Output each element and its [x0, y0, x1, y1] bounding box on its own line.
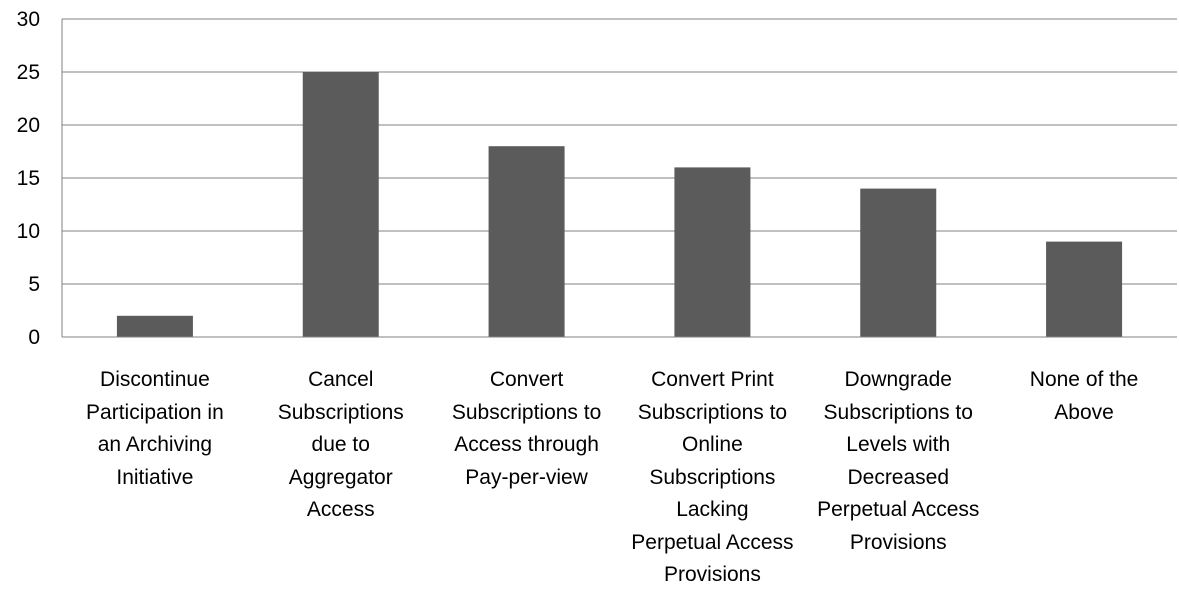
x-tick-label-line: Aggregator [288, 465, 393, 489]
x-tick-label-line: Subscriptions [277, 400, 404, 424]
y-tick-label: 0 [28, 326, 40, 349]
bar [674, 167, 751, 337]
x-tick-label-line: Subscriptions to [637, 400, 788, 424]
x-tick-label: Discontinue Participation in an Archiving I… [63, 364, 247, 494]
x-tick-label-line: Subscriptions to [451, 400, 602, 424]
x-tick-label-line: Access [306, 498, 375, 521]
axes [61, 19, 1177, 338]
x-tick-label-line: Downgrade [844, 368, 952, 391]
x-tick-label-line: Access through [454, 433, 599, 456]
x-tick-label-line: Subscriptions [649, 465, 776, 489]
x-tick-label-line: Discontinue [100, 368, 210, 391]
y-tick-label: 10 [17, 220, 40, 243]
x-tick-label: Downgrade Subscriptions to Levels with Decr… [806, 364, 990, 559]
x-tick-label-line: Levels with [846, 433, 951, 456]
y-tick-label: 5 [28, 273, 40, 296]
x-tick-label-line: Cancel [308, 368, 374, 391]
x-tick-label: None of the Above [992, 364, 1176, 429]
x-tick-label-line: Subscriptions to [823, 400, 973, 424]
x-tick-label: Cancel Subscriptions due to Aggregator Acces… [249, 364, 433, 527]
y-tick-label: 15 [17, 167, 40, 190]
x-tick-label-line: Perpetual Access [817, 498, 980, 521]
x-tick-label-line: Provisions [663, 563, 761, 586]
x-tick-label-line: None of the [1029, 368, 1139, 391]
bar [302, 72, 379, 337]
x-tick-label-line: Perpetual Access [631, 530, 794, 554]
x-tick-label-line: Convert Print [651, 368, 774, 391]
x-tick-label-line: Convert [489, 368, 564, 391]
y-tick-label: 25 [17, 61, 40, 84]
bar [1046, 241, 1123, 337]
bars [116, 72, 1123, 337]
x-tick-label-line: due to [311, 433, 370, 456]
y-axis-tick-labels: 0 5 10 15 20 25 30 [17, 8, 40, 349]
x-tick-label: Convert Print Subscriptions to Online Subsc… [620, 364, 804, 592]
x-tick-label: Convert Subscriptions to Access through Pay… [435, 364, 619, 494]
bar [860, 188, 937, 337]
y-tick-label: 20 [17, 114, 40, 137]
x-tick-label-line: Above [1054, 400, 1114, 424]
x-tick-label-line: Participation in [86, 400, 224, 424]
y-tick-label: 30 [17, 8, 40, 31]
x-tick-label-line: Decreased [847, 465, 950, 489]
gridlines [62, 18, 1177, 338]
x-tick-label-line: Pay-per-view [465, 465, 588, 489]
x-tick-label-line: Initiative [116, 465, 194, 489]
bar [116, 315, 193, 337]
bar [488, 146, 565, 337]
x-tick-label-line: Online [682, 433, 743, 456]
x-tick-label-line: Provisions [849, 530, 947, 554]
x-tick-label-line: an Archiving [97, 433, 213, 456]
x-tick-label-line: Lacking [676, 498, 749, 521]
